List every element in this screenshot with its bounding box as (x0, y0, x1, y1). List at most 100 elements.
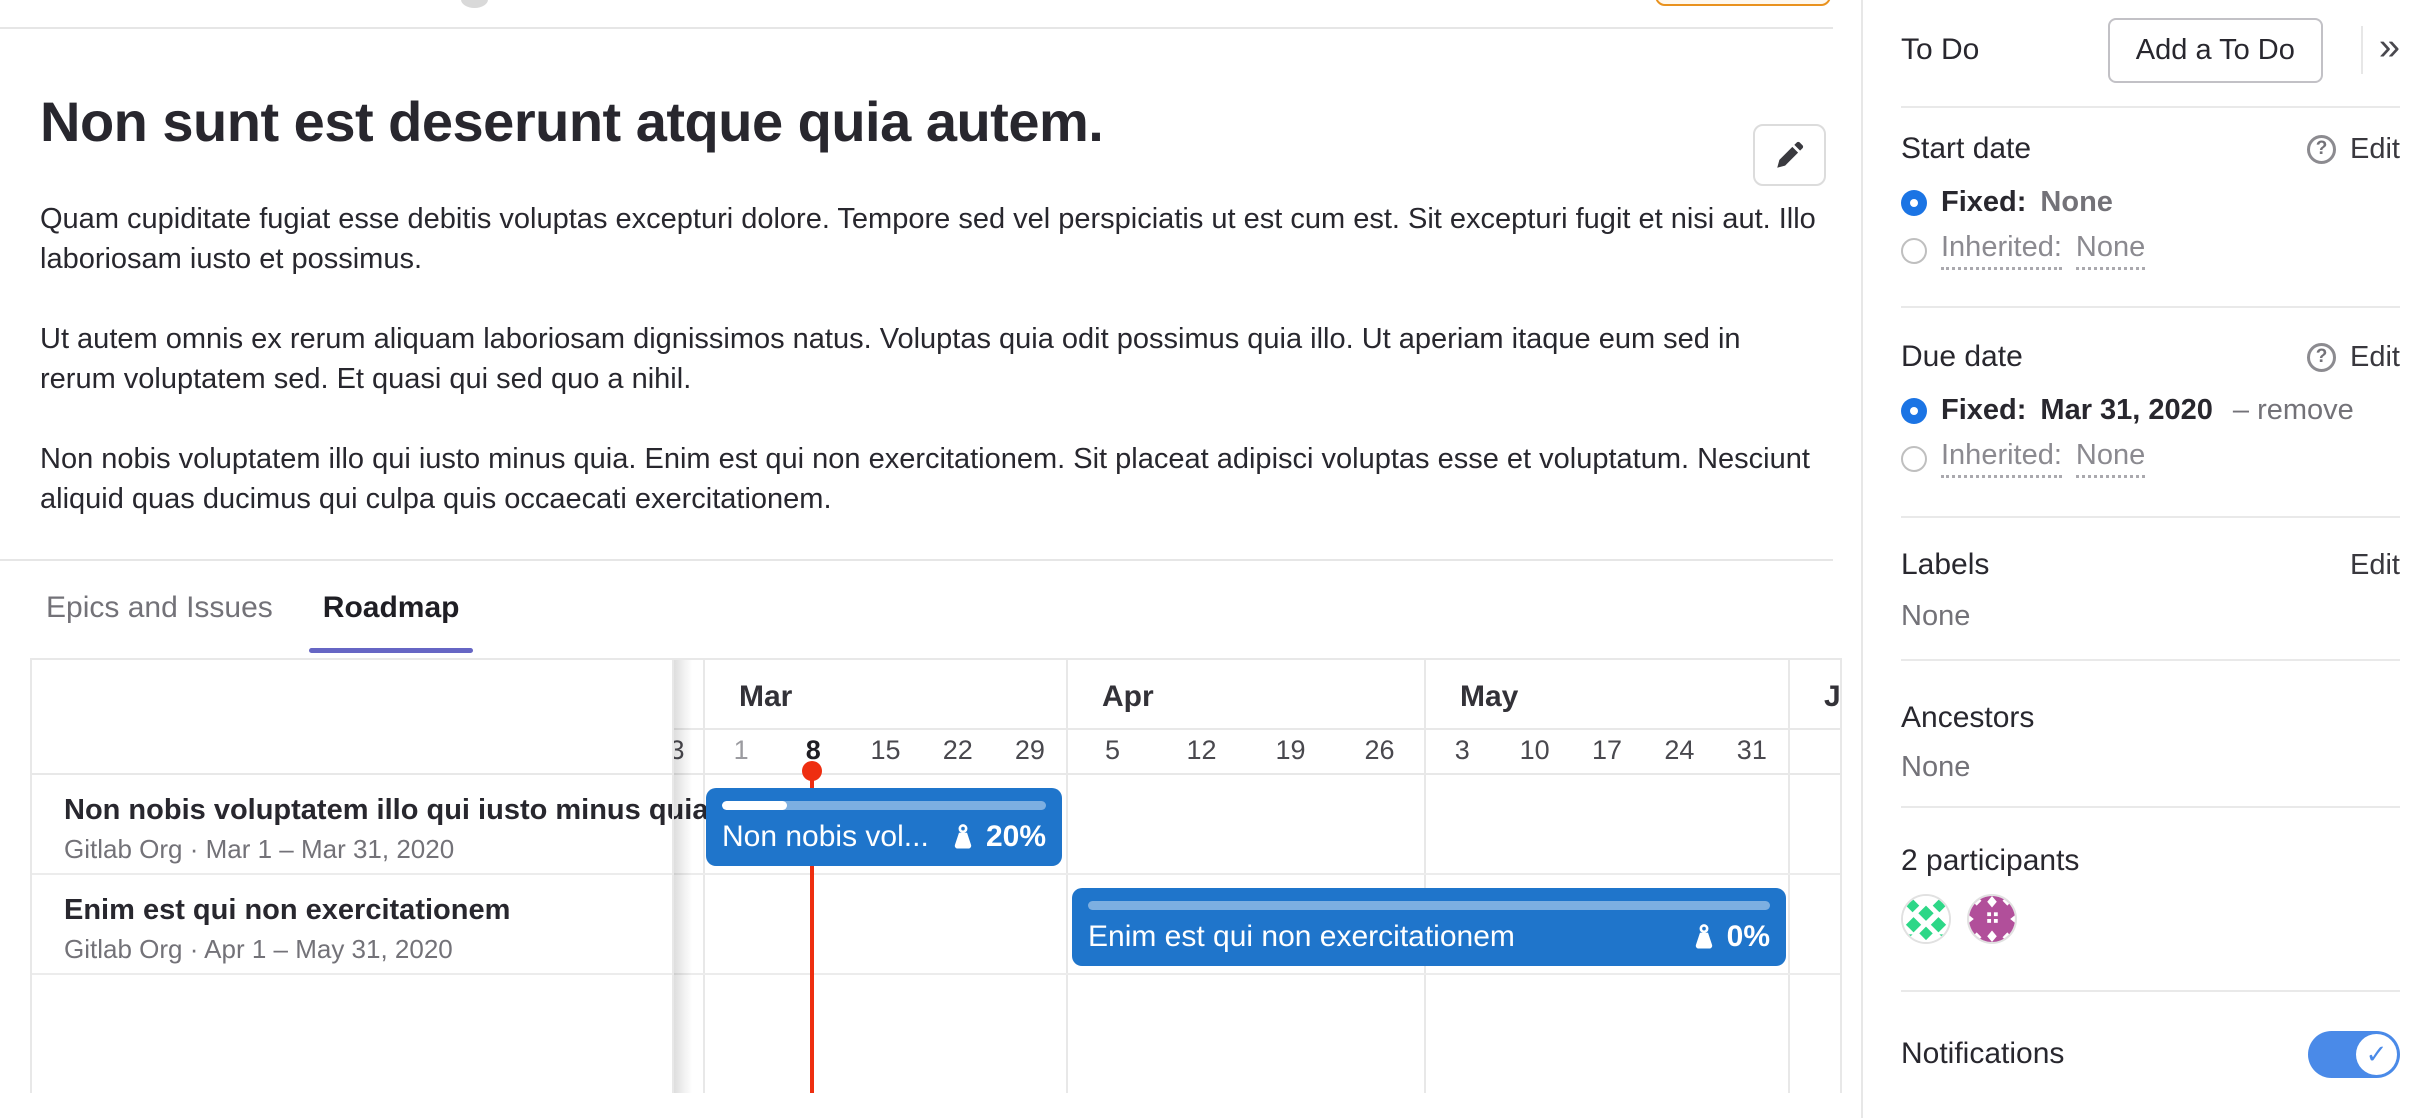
due-date-fixed-radio[interactable] (1901, 397, 1927, 424)
header-divider (0, 27, 1833, 29)
participant-avatar[interactable] (1967, 894, 2017, 944)
sidebar-divider (1901, 659, 2400, 661)
start-date-inherited-value[interactable]: None (2075, 231, 2146, 270)
week-date: 26 (1364, 735, 1395, 765)
epic-list-item[interactable]: Non nobis voluptatem illo qui iusto minu… (32, 775, 709, 875)
week-date: 22 (942, 735, 973, 765)
add-todo-button[interactable]: Add a To Do (2107, 17, 2323, 83)
epic-list-item[interactable]: Enim est qui non exercitationem Gitlab O… (32, 875, 672, 975)
orange-button-partial[interactable] (1655, 0, 1831, 6)
grid-line (672, 660, 674, 1093)
tabs-divider (0, 559, 1833, 561)
epic-description: Quam cupiditate fugiat esse debitis volu… (40, 199, 1821, 519)
due-date-inherited-radio[interactable] (1901, 445, 1927, 472)
sidebar-divider (1901, 516, 2400, 518)
epic-weight-percent: 20% (985, 820, 1046, 853)
edit-epic-button[interactable] (1753, 124, 1826, 186)
epic-weight-percent: 0% (1726, 920, 1770, 953)
month-label: Mar (705, 660, 1066, 730)
inherited-label[interactable]: Inherited: (1941, 439, 2062, 478)
participants-title: 2 participants (1901, 844, 2080, 877)
tab-roadmap[interactable]: Roadmap (308, 561, 474, 654)
avatar-partial (461, 0, 488, 8)
epic-progress-fill (722, 801, 787, 810)
due-date-title: Due date (1901, 340, 2023, 373)
notifications-toggle[interactable]: ✓ (2308, 1030, 2400, 1078)
toggle-check-icon: ✓ (2356, 1033, 2397, 1075)
sidebar-divider (1901, 806, 2400, 808)
month-label: Jun (1790, 660, 1840, 730)
start-date-fixed-radio[interactable] (1901, 189, 1927, 216)
epic-meta: Gitlab Org · Mar 1 – Mar 31, 2020 (64, 834, 455, 864)
description-paragraph: Ut autem omnis ex rerum aliquam laborios… (40, 323, 1741, 395)
notifications-title: Notifications (1901, 1037, 2065, 1070)
weight-icon (1690, 923, 1718, 951)
notifications-section: Notifications ✓ (1901, 1030, 2400, 1078)
today-marker-line (810, 771, 814, 1093)
tab-label: Roadmap (322, 590, 460, 624)
collapse-sidebar-icon[interactable]: » (2378, 26, 2400, 68)
tab-epics-and-issues[interactable]: Epics and Issues (32, 561, 287, 654)
due-date-inherited-value[interactable]: None (2075, 439, 2146, 478)
description-paragraph: Non nobis voluptatem illo qui iusto minu… (40, 443, 1810, 515)
grid-line (32, 973, 1840, 975)
week-date: 31 (1736, 735, 1767, 765)
week-date: 24 (1664, 735, 1695, 765)
week-date: 19 (1275, 735, 1306, 765)
week-date: 3 (1454, 735, 1470, 765)
timeline-month-mar: Mar 1 8 15 22 29 (703, 660, 1066, 1093)
sidebar-divider (1901, 990, 2400, 992)
start-date-title: Start date (1901, 132, 2032, 165)
start-date-fixed-value: None (2040, 186, 2113, 218)
timeline-month-feb: 3 (674, 660, 708, 1093)
help-icon[interactable]: ? (2307, 134, 2337, 164)
edit-labels-button[interactable]: Edit (2350, 548, 2400, 581)
participant-avatar[interactable] (1901, 894, 1951, 944)
month-label (674, 660, 708, 730)
week-date: 5 (1104, 735, 1121, 765)
week-date: 1 (733, 735, 749, 765)
grid-line (32, 773, 1840, 775)
due-date-fixed-value: Mar 31, 2020 (2040, 394, 2213, 426)
start-date-inherited-radio[interactable] (1901, 237, 1927, 264)
epic-bar-label: Non nobis vol... (722, 820, 929, 853)
week-date: 12 (1186, 735, 1217, 765)
header-vertical-divider (2360, 26, 2363, 74)
epic-bar[interactable]: Non nobis vol... 20% (706, 788, 1062, 866)
week-date: 3 (674, 735, 690, 766)
tabs-bar: Epics and Issues Roadmap (0, 561, 1861, 654)
labels-value: None (1901, 600, 1971, 632)
weight-icon (949, 823, 977, 851)
roadmap-table: Non nobis voluptatem illo qui iusto minu… (30, 658, 1842, 1093)
tab-label: Epics and Issues (46, 590, 273, 624)
epic-meta: Gitlab Org · Apr 1 – May 31, 2020 (64, 934, 453, 964)
due-date-section: Due date ? Edit (1901, 340, 2400, 374)
epic-progress-track (1088, 901, 1770, 910)
week-date: 15 (870, 735, 901, 765)
remove-due-date-link[interactable]: – remove (2232, 394, 2354, 426)
inherited-label[interactable]: Inherited: (1941, 231, 2062, 270)
epic-bar[interactable]: Enim est qui non exercitationem 0% (1072, 888, 1786, 966)
sidebar-divider (1901, 106, 2400, 108)
edit-start-date-button[interactable]: Edit (2350, 132, 2400, 165)
epic-title[interactable]: Enim est qui non exercitationem (64, 894, 511, 926)
ancestors-value: None (1901, 751, 1971, 783)
week-date-today: 8 (805, 735, 821, 765)
pencil-icon (1773, 138, 1807, 172)
roadmap-timeline: 3 Mar 1 8 15 22 29 Apr 5 12 19 (674, 660, 1840, 1093)
timeline-month-apr: Apr 5 12 19 26 (1066, 660, 1424, 1093)
grid-line (32, 873, 1840, 875)
help-icon[interactable]: ? (2307, 342, 2337, 372)
start-date-section: Start date ? Edit (1901, 132, 2400, 166)
epic-bar-label: Enim est qui non exercitationem (1088, 920, 1515, 953)
month-label: Apr (1068, 660, 1424, 730)
week-date: 29 (1014, 735, 1045, 765)
timeline-month-jun: Jun (1788, 660, 1840, 1093)
fixed-label: Fixed: (1941, 186, 2027, 218)
month-label: May (1426, 660, 1788, 730)
epic-title[interactable]: Non nobis voluptatem illo qui iusto minu… (64, 794, 709, 826)
edit-due-date-button[interactable]: Edit (2350, 340, 2400, 373)
sidebar-divider (1901, 306, 2400, 308)
fixed-label: Fixed: (1941, 394, 2027, 426)
week-date: 17 (1591, 735, 1623, 765)
